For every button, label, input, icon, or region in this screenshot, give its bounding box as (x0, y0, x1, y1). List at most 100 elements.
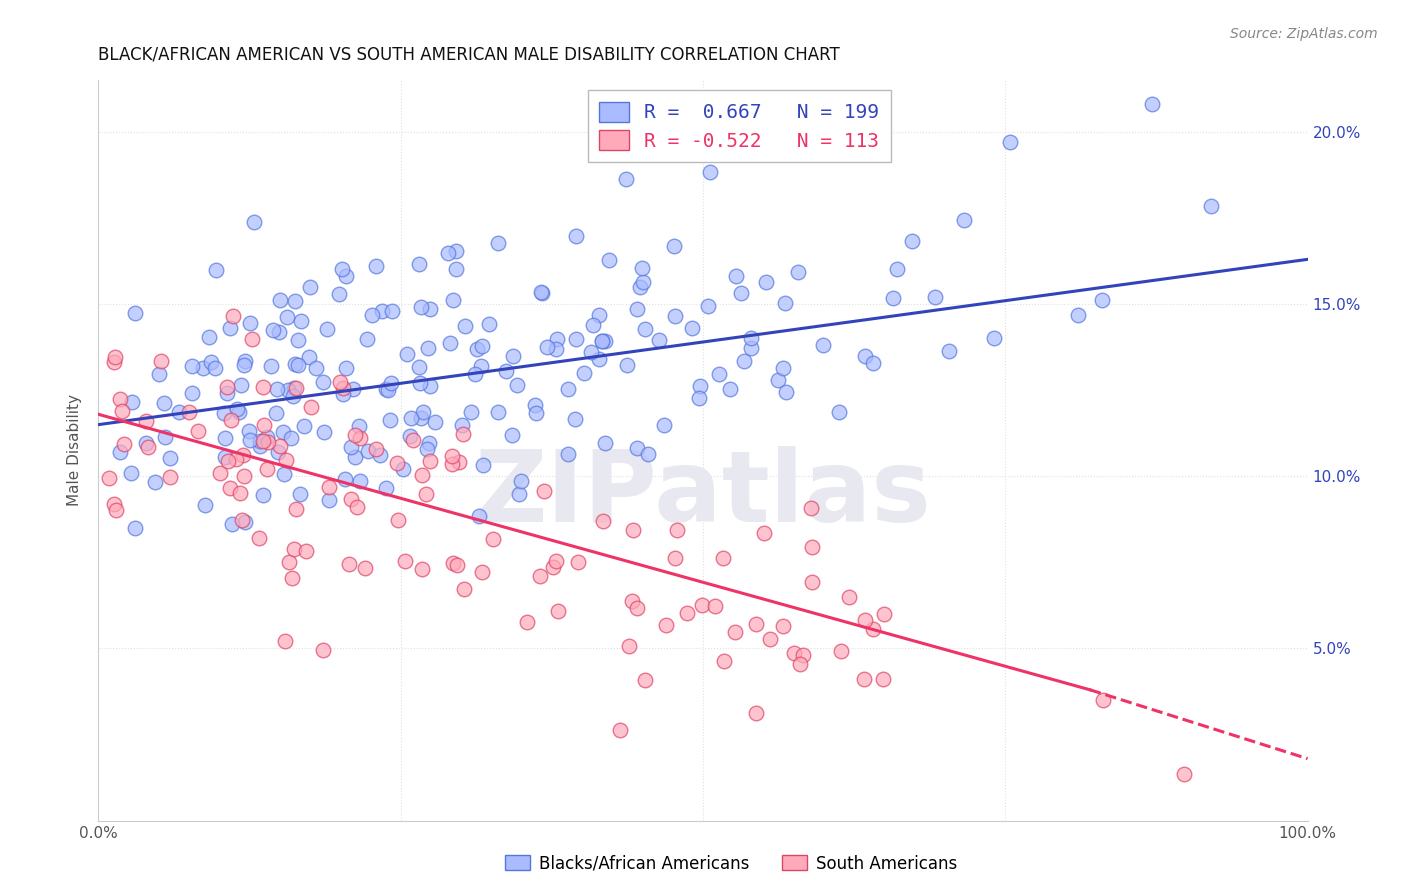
Point (415, 486, 437, 500)
Point (194, 498, 217, 512)
Point (564, 411, 586, 425)
Point (150, 354, 173, 368)
Point (689, 378, 711, 392)
Point (621, 524, 644, 538)
Point (626, 301, 648, 316)
Point (470, 359, 492, 373)
Point (699, 165, 721, 179)
Point (249, 440, 271, 454)
Point (375, 382, 398, 396)
Point (419, 379, 441, 393)
Point (440, 450, 463, 464)
Point (108, 392, 131, 406)
Point (97, 471, 120, 485)
Point (214, 450, 236, 465)
Point (755, 275, 778, 289)
Point (252, 434, 274, 448)
Point (228, 486, 250, 500)
Point (482, 533, 505, 547)
Point (419, 454, 441, 468)
Point (408, 360, 430, 375)
Point (439, 335, 461, 350)
Point (800, 501, 823, 516)
Point (269, 325, 291, 339)
Point (136, 441, 159, 455)
Point (328, 287, 350, 301)
Point (292, 419, 315, 434)
Point (104, 503, 127, 517)
Point (221, 516, 243, 531)
Point (380, 376, 402, 390)
Point (409, 300, 432, 314)
Point (415, 442, 437, 456)
Point (768, 373, 790, 387)
Point (179, 405, 201, 419)
Point (592, 514, 614, 528)
Point (411, 467, 433, 482)
Point (838, 590, 860, 604)
Point (713, 551, 735, 566)
Point (356, 332, 378, 346)
Point (830, 644, 852, 658)
Point (378, 413, 401, 427)
Point (754, 525, 776, 540)
Point (231, 513, 253, 527)
Point (733, 354, 755, 368)
Point (342, 382, 364, 396)
Point (290, 314, 312, 328)
Point (235, 354, 257, 368)
Point (998, 135, 1021, 149)
Point (274, 634, 297, 648)
Point (124, 521, 146, 535)
Point (159, 450, 181, 465)
Point (354, 561, 377, 575)
Point (454, 319, 477, 334)
Point (516, 615, 538, 629)
Point (486, 405, 509, 419)
Point (451, 417, 474, 432)
Point (316, 322, 339, 336)
Point (593, 334, 616, 348)
Point (167, 405, 190, 419)
Point (416, 341, 439, 355)
Point (299, 400, 322, 414)
Point (591, 334, 613, 349)
Point (264, 406, 287, 420)
Point (745, 616, 768, 631)
Point (225, 402, 247, 417)
Point (787, 265, 810, 279)
Point (730, 286, 752, 301)
Point (666, 523, 689, 537)
Point (233, 469, 256, 483)
Point (524, 398, 547, 412)
Point (181, 386, 204, 401)
Point (718, 382, 741, 396)
Point (135, 415, 157, 429)
Point (582, 318, 605, 332)
Point (509, 475, 531, 489)
Point (901, 235, 924, 249)
Point (411, 411, 433, 425)
Point (387, 513, 409, 527)
Point (775, 385, 797, 400)
Point (853, 613, 876, 627)
Point (385, 457, 408, 471)
Point (725, 269, 748, 284)
Point (530, 285, 553, 299)
Point (593, 436, 616, 450)
Point (399, 428, 422, 442)
Point (541, 560, 564, 574)
Point (349, 431, 371, 445)
Point (273, 467, 295, 481)
Point (235, 516, 257, 530)
Point (508, 487, 530, 501)
Point (298, 351, 321, 365)
Point (471, 339, 494, 353)
Point (330, 262, 353, 277)
Point (357, 444, 380, 458)
Point (346, 500, 368, 514)
Point (262, 323, 284, 337)
Point (648, 333, 671, 347)
Point (159, 469, 181, 483)
Point (110, 445, 132, 459)
